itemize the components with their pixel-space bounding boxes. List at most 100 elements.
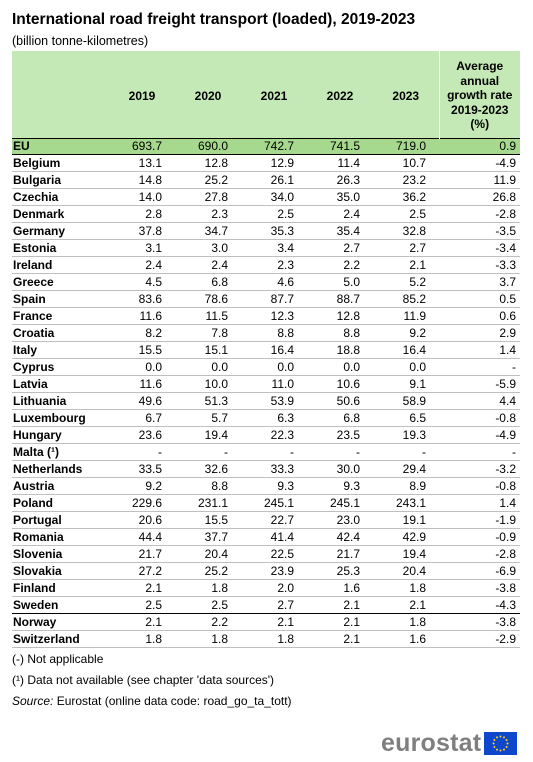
row-country: Romania [13,530,64,544]
value-cell: 2.5 [145,598,162,612]
row-country: Luxembourg [13,411,86,425]
value-cell: 10.7 [402,156,426,170]
value-cell: 2.1 [277,615,294,629]
value-cell: 35.0 [336,190,360,204]
row-country: Portugal [13,513,62,527]
row-country: Finland [13,581,56,595]
value-cell: 1.8 [145,632,162,646]
header-avg-line: annual [460,73,500,88]
value-cell: 23.5 [336,428,360,442]
row-country: Ireland [13,258,53,272]
table-row: Slovenia 21.7 20.4 22.5 21.7 19.4 -2.8 [12,545,520,563]
avg-growth-cell: 0.9 [499,139,516,153]
value-cell: 12.8 [336,309,360,323]
row-country: Cyprus [13,360,55,374]
value-cell: 14.8 [138,173,162,187]
value-cell: 9.2 [409,326,426,340]
value-cell: - [356,445,360,459]
value-cell: 12.8 [204,156,228,170]
avg-growth-cell: 11.9 [493,173,516,187]
avg-growth-cell: -3.8 [495,581,516,595]
value-cell: 26.1 [270,173,294,187]
value-cell: 2.1 [343,598,360,612]
value-cell: 42.9 [402,530,426,544]
table-row: Germany 37.8 34.7 35.3 35.4 32.8 -3.5 [12,222,520,240]
value-cell: 19.4 [402,547,426,561]
avg-growth-cell: -5.9 [495,377,516,391]
value-cell: 6.7 [145,411,162,425]
row-country: Belgium [13,156,61,170]
value-cell: 2.3 [211,207,228,221]
value-cell: 78.6 [204,292,228,306]
value-cell: 15.5 [138,343,162,357]
table-row: Malta (¹) - - - - - - [12,443,520,461]
value-cell: 51.3 [204,394,228,408]
value-cell: 1.8 [409,581,426,595]
value-cell: 41.4 [270,530,294,544]
value-cell: 5.0 [343,275,360,289]
avg-growth-cell: -0.8 [495,479,516,493]
header-row: 2019 2020 2021 2022 2023 Average annual growth … [12,51,520,139]
value-cell: 37.8 [138,224,162,238]
value-cell: 245.1 [263,496,294,510]
value-cell: 25.2 [204,564,228,578]
value-cell: 5.2 [409,275,426,289]
value-cell: 50.6 [336,394,360,408]
value-cell: 25.2 [204,173,228,187]
freight-table: 2019 2020 2021 2022 2023 Average annual growth … [12,51,520,648]
avg-growth-cell: -0.9 [495,530,516,544]
header-year-2022: 2022 [307,51,373,139]
avg-growth-cell: 4.4 [499,394,516,408]
value-cell: 35.4 [336,224,360,238]
table-title: International road freight transport (lo… [12,11,416,28]
avg-growth-cell: 1.4 [499,343,516,357]
value-cell: 30.0 [336,462,360,476]
value-cell: 2.1 [409,598,426,612]
value-cell: 1.8 [409,615,426,629]
table-row: Luxembourg 6.7 5.7 6.3 6.8 6.5 -0.8 [12,409,520,427]
value-cell: 3.1 [145,241,162,255]
value-cell: 49.6 [138,394,162,408]
value-cell: - [224,445,228,459]
value-cell: 20.6 [138,513,162,527]
value-cell: 32.8 [402,224,426,238]
avg-growth-cell: -3.3 [495,258,516,272]
avg-growth-cell: -6.9 [495,564,516,578]
value-cell: 27.8 [204,190,228,204]
row-country: Hungary [13,428,62,442]
value-cell: 27.2 [138,564,162,578]
value-cell: 23.9 [270,564,294,578]
row-country: Norway [13,615,57,629]
value-cell: 44.4 [138,530,162,544]
value-cell: 25.3 [336,564,360,578]
row-country: Italy [13,343,38,357]
value-cell: 83.6 [138,292,162,306]
value-cell: 23.2 [402,173,426,187]
avg-growth-cell: 1.4 [499,496,516,510]
value-cell: 85.2 [402,292,426,306]
value-cell: 9.3 [277,479,294,493]
avg-growth-cell: -2.9 [495,632,516,646]
avg-growth-cell: -1.9 [495,513,516,527]
table-row: Spain 83.6 78.6 87.7 88.7 85.2 0.5 [12,290,520,308]
value-cell: 0.0 [343,360,360,374]
value-cell: 0.0 [211,360,228,374]
table-row: France 11.6 11.5 12.3 12.8 11.9 0.6 [12,307,520,325]
value-cell: 32.6 [204,462,228,476]
avg-growth-cell: -4.9 [495,428,516,442]
table-subtitle: (billion tonne-kilometres) [12,34,149,48]
value-cell: 88.7 [336,292,360,306]
value-cell: - [290,445,294,459]
value-cell: 37.7 [204,530,228,544]
row-country: Poland [13,496,54,510]
value-cell: 2.4 [343,207,360,221]
value-cell: 53.9 [270,394,294,408]
value-cell: 16.4 [402,343,426,357]
row-country: Estonia [13,241,57,255]
table-row: Poland 229.6 231.1 245.1 245.1 243.1 1.4 [12,494,520,512]
value-cell: 22.7 [270,513,294,527]
table-row: EU 693.7 690.0 742.7 741.5 719.0 0.9 [12,138,520,155]
header-avg-line: (%) [470,117,490,132]
value-cell: 693.7 [131,139,162,153]
table-row: Cyprus 0.0 0.0 0.0 0.0 0.0 - [12,358,520,376]
